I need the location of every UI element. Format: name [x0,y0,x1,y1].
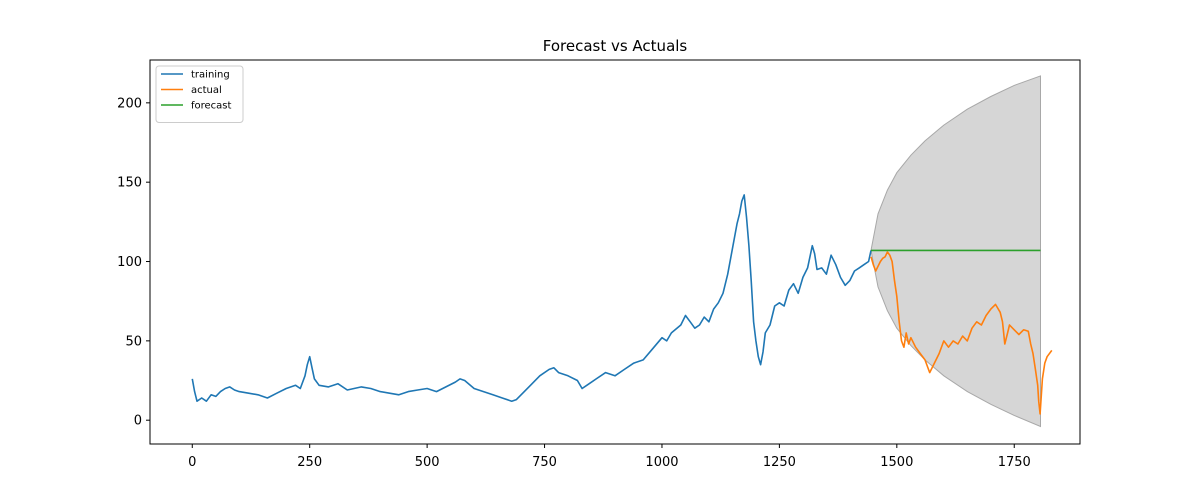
legend: training actual forecast [155,65,244,123]
x-tick-label: 1250 [763,455,796,470]
x-tick-label: 1000 [645,455,678,470]
y-axis: 0 50 100 150 200 [117,96,150,429]
legend-label-training: training [191,70,230,81]
x-axis: 0 250 500 750 1000 1250 1500 1750 [188,444,1031,470]
y-tick-label: 150 [117,176,142,191]
y-tick-label: 50 [125,334,142,349]
series-line-actual [870,251,1053,415]
plot-frame [149,59,1081,445]
series-line-training [191,194,872,403]
x-tick-label: 250 [297,455,322,470]
y-tick-label: 100 [117,255,142,270]
legend-label-forecast: forecast [191,101,232,112]
x-tick-label: 0 [188,455,196,470]
x-tick-label: 500 [415,455,440,470]
chart-title: Forecast vs Actuals [543,37,688,55]
x-tick-label: 750 [532,455,557,470]
y-tick-label: 0 [134,414,142,429]
y-tick-label: 200 [117,96,142,111]
x-tick-label: 1500 [880,455,913,470]
series-lines [191,194,1053,415]
x-tick-label: 1750 [998,455,1031,470]
legend-label-actual: actual [191,85,222,96]
legend-box [155,65,244,123]
